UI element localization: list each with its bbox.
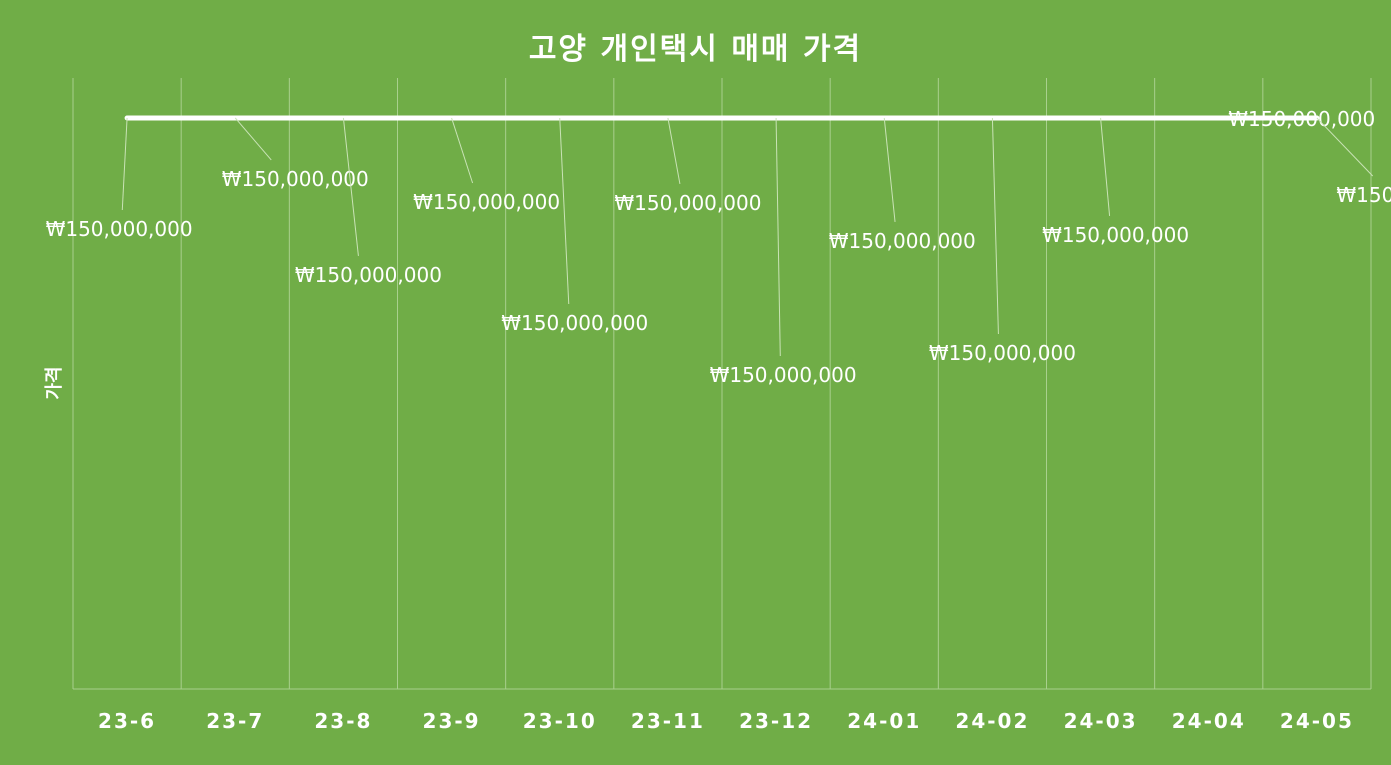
data-label: ₩150,000,000 — [1042, 223, 1189, 247]
data-label-leader — [121, 117, 128, 210]
data-label-leader — [991, 117, 999, 334]
data-label: ₩150,000,000 — [46, 217, 193, 241]
x-tick-label: 23-6 — [98, 709, 156, 733]
x-tick-label: 23-8 — [314, 709, 372, 733]
data-label-leader — [234, 117, 272, 161]
x-tick-label: 23-10 — [523, 709, 597, 733]
data-label-leader — [883, 117, 896, 223]
x-tick-label: 24-04 — [1172, 709, 1246, 733]
x-tick-label: 23-7 — [206, 709, 264, 733]
data-label: ₩150,000,000 — [1336, 183, 1391, 207]
data-point — [1206, 115, 1212, 121]
x-tick-label: 24-05 — [1280, 709, 1354, 733]
data-label: ₩150,000,000 — [829, 229, 976, 253]
data-label: ₩150,000,000 — [501, 311, 648, 335]
data-label-leader — [559, 117, 570, 304]
data-point — [124, 115, 130, 121]
data-label: ₩150,000,000 — [413, 190, 560, 214]
data-label: ₩150,000,000 — [222, 167, 369, 191]
data-label: ₩150,000,000 — [614, 191, 761, 215]
x-tick-label: 23-11 — [631, 709, 705, 733]
data-label-leader — [1316, 117, 1374, 177]
x-tick-label: 24-03 — [1064, 709, 1138, 733]
chart-title: 고양 개인택시 매매 가격 — [528, 32, 863, 67]
data-label-leader — [1100, 117, 1111, 217]
data-label-leader — [342, 117, 359, 257]
x-tick-label: 23-9 — [423, 709, 481, 733]
x-tick-label: 24-02 — [955, 709, 1029, 733]
data-label-leader — [775, 117, 781, 356]
x-tick-label: 23-12 — [739, 709, 813, 733]
data-label: ₩150,000,000 — [710, 363, 857, 387]
data-label: ₩150,000,000 — [929, 341, 1076, 365]
data-label-leader — [667, 117, 681, 185]
data-label: ₩150,000,000 — [1228, 107, 1375, 131]
data-label-leader — [451, 117, 474, 184]
x-tick-label: 24-01 — [847, 709, 921, 733]
data-label: ₩150,000,000 — [295, 263, 442, 287]
